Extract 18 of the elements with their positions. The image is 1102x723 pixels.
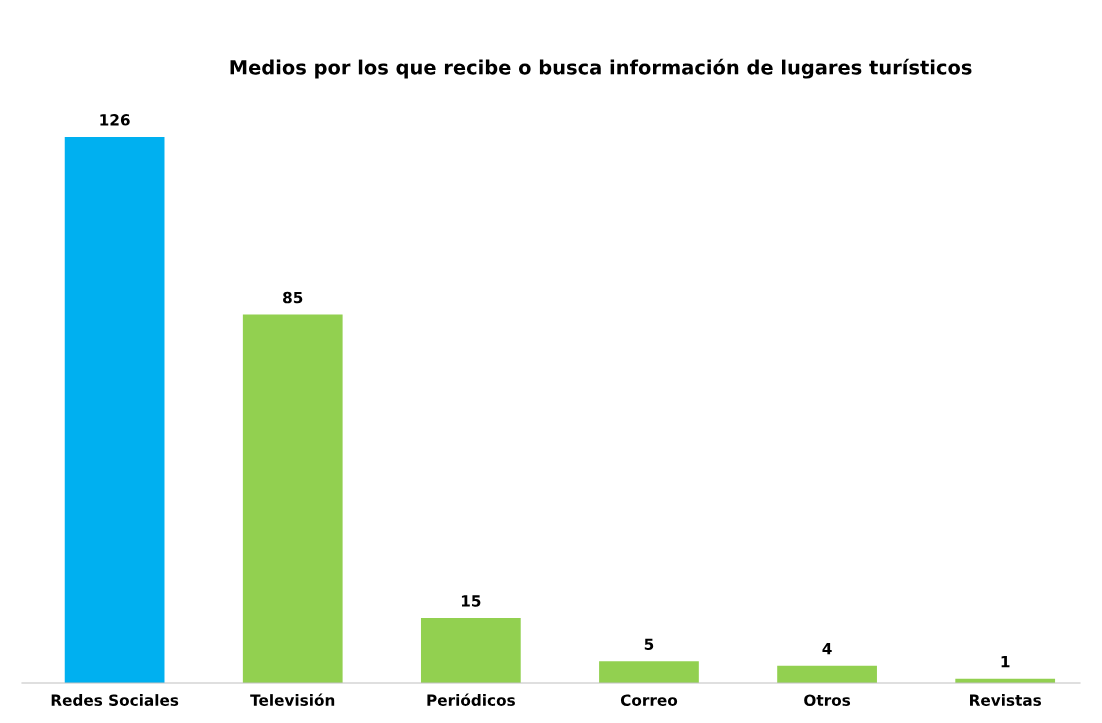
data-label: 4 <box>822 643 832 655</box>
x-tick-label: Revistas <box>970 694 1042 706</box>
bar <box>777 665 877 683</box>
data-label: 5 <box>644 638 654 651</box>
data-label: 1 <box>1001 656 1010 668</box>
data-label: 85 <box>283 291 303 304</box>
x-tick-label: Redes Sociales <box>51 694 179 706</box>
bar <box>64 136 165 683</box>
bar <box>420 617 521 683</box>
chart-title: Medios por los que recibe o busca información de lugares turísticos <box>230 58 972 79</box>
x-tick-label: Periódicos <box>427 693 515 706</box>
x-tick-label: Otros <box>804 694 851 706</box>
data-label: 126 <box>100 114 130 126</box>
bar <box>242 314 343 683</box>
bar <box>599 661 699 683</box>
x-tick-label: Televisión <box>250 693 335 706</box>
x-tick-label: Correo <box>620 694 678 706</box>
data-label: 15 <box>461 595 481 607</box>
